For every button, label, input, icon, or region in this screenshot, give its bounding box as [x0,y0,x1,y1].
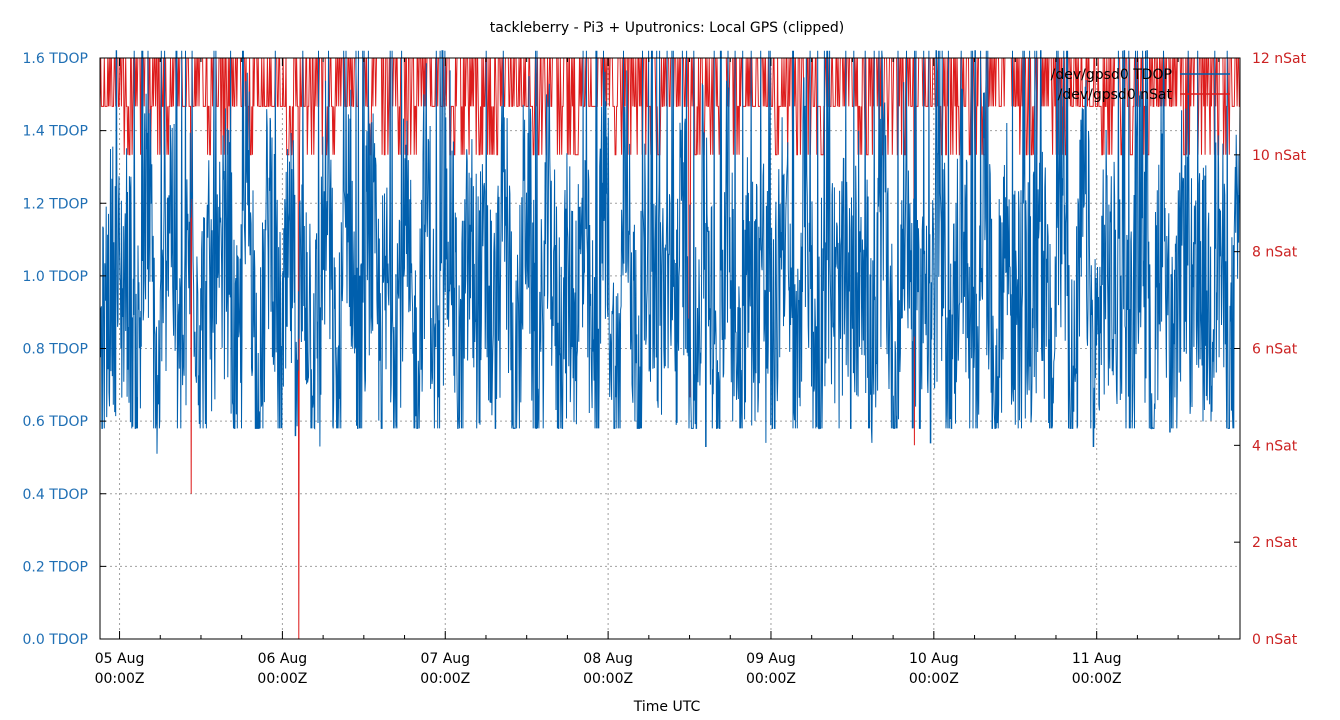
y-left-tick-label: 0.8 TDOP [22,342,88,358]
x-tick-label-day: 05 Aug [95,651,145,667]
y-right-tick-label: 2 nSat [1252,535,1298,551]
x-tick-label-time: 00:00Z [583,671,633,687]
x-tick-label-day: 08 Aug [583,651,633,667]
y-left-tick-label: 0.0 TDOP [22,632,88,648]
series-tdop-line [99,50,1241,454]
x-tick-label-time: 00:00Z [909,671,959,687]
y-left-tick-label: 1.4 TDOP [22,124,88,140]
x-tick-label-time: 00:00Z [420,671,470,687]
x-tick-label-day: 10 Aug [909,651,959,667]
x-tick-label-time: 00:00Z [257,671,307,687]
x-tick-label-day: 06 Aug [258,651,308,667]
legend-label: /dev/gpsd0 TDOP [1051,67,1172,83]
x-tick-label-day: 11 Aug [1072,651,1122,667]
x-tick-label-day: 09 Aug [746,651,796,667]
y-left-tick-label: 1.0 TDOP [22,269,88,285]
x-tick-label-time: 00:00Z [95,671,145,687]
y-right-tick-label: 4 nSat [1252,438,1298,454]
y-left-tick-label: 1.2 TDOP [22,196,88,212]
y-right-tick-label: 12 nSat [1252,51,1307,67]
y-left-tick-label: 0.6 TDOP [22,414,88,430]
legend: /dev/gpsd0 TDOP/dev/gpsd0 nSat [1051,67,1230,103]
x-axis-label: Time UTC [633,699,701,715]
y-right-tick-label: 6 nSat [1252,342,1298,358]
y-right-tick-label: 8 nSat [1252,245,1298,261]
y-right-tick-label: 0 nSat [1252,632,1298,648]
chart-title: tackleberry - Pi3 + Uputronics: Local GP… [490,20,844,36]
y-left-tick-label: 0.2 TDOP [22,559,88,575]
x-tick-label-time: 00:00Z [746,671,796,687]
y-left-tick-label: 1.6 TDOP [22,51,88,67]
series-layer [99,50,1241,640]
x-tick-label-day: 07 Aug [420,651,470,667]
legend-label: /dev/gpsd0 nSat [1058,87,1173,103]
x-tick-label-time: 00:00Z [1072,671,1122,687]
axis-layer: 0.0 TDOP 0.2 TDOP 0.4 TDOP 0.6 TDOP 0.8 TDOP… [22,51,1306,687]
y-right-tick-label: 10 nSat [1252,148,1307,164]
y-left-tick-label: 0.4 TDOP [22,487,88,503]
